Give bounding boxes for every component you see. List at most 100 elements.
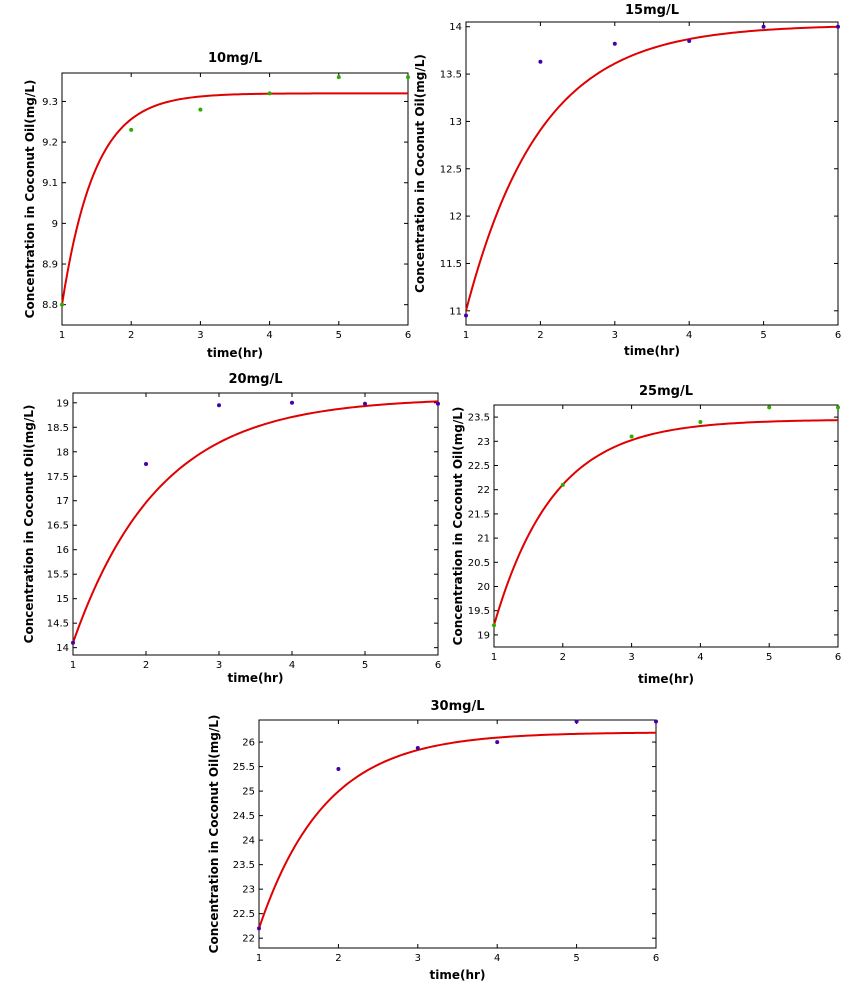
- y-tick-label: 22: [477, 485, 490, 496]
- y-tick-label: 13: [449, 117, 462, 128]
- y-tick-label: 24.5: [233, 811, 255, 822]
- x-tick-label: 1: [491, 652, 497, 663]
- y-tick-label: 9.1: [42, 178, 58, 189]
- data-point: [698, 419, 703, 424]
- y-tick-label: 15: [56, 594, 69, 605]
- x-tick-label: 2: [560, 652, 566, 663]
- fitted-curve: [493, 419, 839, 626]
- y-tick-label: 22: [242, 934, 255, 945]
- x-tick-label: 5: [760, 330, 766, 341]
- x-tick-label: 3: [216, 660, 222, 671]
- plot-frame: [493, 404, 839, 648]
- y-tick-label: 9.2: [42, 138, 58, 149]
- x-tick-label: 6: [835, 652, 841, 663]
- fitted-curve: [465, 25, 839, 312]
- data-point: [687, 38, 692, 43]
- x-tick-label: 3: [628, 652, 634, 663]
- y-tick-label: 16.5: [47, 521, 69, 532]
- x-axis-label: time(hr): [430, 968, 486, 982]
- x-tick-label: 3: [197, 330, 203, 341]
- y-tick-label: 19: [477, 630, 490, 641]
- data-point: [363, 401, 367, 406]
- fitted-curve: [61, 92, 408, 305]
- data-point: [836, 405, 840, 410]
- x-axis-label: time(hr): [624, 344, 680, 358]
- data-point: [71, 640, 75, 645]
- data-point: [415, 745, 420, 750]
- chart-panel-p3: 20mg/L time(hr) Concentration in Coconut O…: [22, 372, 441, 685]
- y-tick-label: 17: [56, 496, 69, 507]
- y-tick-label: 15.5: [47, 570, 69, 581]
- chart-title: 15mg/L: [625, 3, 679, 18]
- chart-title: 20mg/L: [229, 372, 283, 387]
- x-tick-label: 4: [686, 330, 692, 341]
- data-point: [144, 462, 148, 467]
- x-tick-label: 1: [70, 660, 76, 671]
- data-point: [129, 127, 134, 132]
- data-point: [257, 926, 261, 931]
- chart-panel-p4: 25mg/L time(hr) Concentration in Coconut O…: [451, 384, 841, 686]
- y-tick-label: 19: [56, 398, 69, 409]
- x-tick-label: 3: [415, 953, 421, 964]
- y-tick-label: 18: [56, 447, 69, 458]
- y-tick-label: 18.5: [47, 423, 69, 434]
- y-tick-label: 8.9: [42, 260, 58, 271]
- y-tick-label: 14: [56, 643, 69, 654]
- x-tick-label: 2: [335, 953, 341, 964]
- data-point: [495, 740, 500, 745]
- data-point: [612, 41, 617, 46]
- data-point: [198, 107, 203, 112]
- x-tick-label: 2: [537, 330, 543, 341]
- data-point: [560, 482, 565, 487]
- x-tick-label: 3: [612, 330, 618, 341]
- x-tick-label: 5: [336, 330, 342, 341]
- data-point: [60, 302, 64, 307]
- x-tick-label: 6: [653, 953, 659, 964]
- data-point: [336, 767, 341, 772]
- y-tick-label: 23: [477, 437, 490, 448]
- data-point: [574, 719, 579, 724]
- data-point: [654, 719, 658, 724]
- y-tick-label: 20: [477, 582, 490, 593]
- plot-frame: [72, 392, 439, 656]
- x-axis-label: time(hr): [207, 346, 263, 360]
- y-tick-label: 20.5: [468, 558, 490, 569]
- data-point: [767, 405, 772, 410]
- x-tick-label: 5: [573, 953, 579, 964]
- y-tick-label: 21: [477, 534, 490, 545]
- chart-title: 30mg/L: [431, 699, 485, 714]
- data-point: [761, 24, 766, 29]
- data-point: [290, 400, 294, 405]
- y-tick-label: 22.5: [468, 461, 490, 472]
- y-tick-label: 14: [449, 22, 462, 33]
- data-point: [336, 75, 341, 80]
- data-point: [492, 623, 496, 628]
- x-axis-label: time(hr): [228, 671, 284, 685]
- x-tick-label: 5: [362, 660, 368, 671]
- chart-title: 10mg/L: [208, 51, 262, 66]
- chart-panel-p2: 15mg/L time(hr) Concentration in Coconut O…: [413, 3, 841, 358]
- data-point: [538, 59, 543, 64]
- x-tick-label: 1: [256, 953, 262, 964]
- y-axis-label: Concentration in Coconut Oil(mg/L): [22, 405, 36, 644]
- plot-frame: [465, 21, 839, 326]
- y-tick-label: 23.5: [233, 860, 255, 871]
- y-tick-label: 11.5: [440, 259, 462, 270]
- x-tick-label: 4: [289, 660, 295, 671]
- x-tick-label: 4: [494, 953, 500, 964]
- chart-panel-p5: 30mg/L time(hr) Concentration in Coconut O…: [207, 699, 659, 982]
- y-tick-label: 25: [242, 787, 255, 798]
- y-tick-label: 17.5: [47, 472, 69, 483]
- data-point: [267, 91, 272, 96]
- plot-frame: [258, 719, 657, 949]
- y-tick-label: 26: [242, 738, 255, 749]
- y-tick-label: 9.3: [42, 97, 58, 108]
- y-tick-label: 23.5: [468, 413, 490, 424]
- y-axis-label: Concentration in Coconut Oil(mg/L): [207, 715, 221, 954]
- y-tick-label: 16: [56, 545, 69, 556]
- chart-panel-p1: 10mg/L time(hr) Concentration in Coconut O…: [23, 51, 411, 360]
- chart-title: 25mg/L: [639, 384, 693, 399]
- x-tick-label: 6: [435, 660, 441, 671]
- y-tick-label: 25.5: [233, 762, 255, 773]
- y-tick-label: 11: [449, 306, 462, 317]
